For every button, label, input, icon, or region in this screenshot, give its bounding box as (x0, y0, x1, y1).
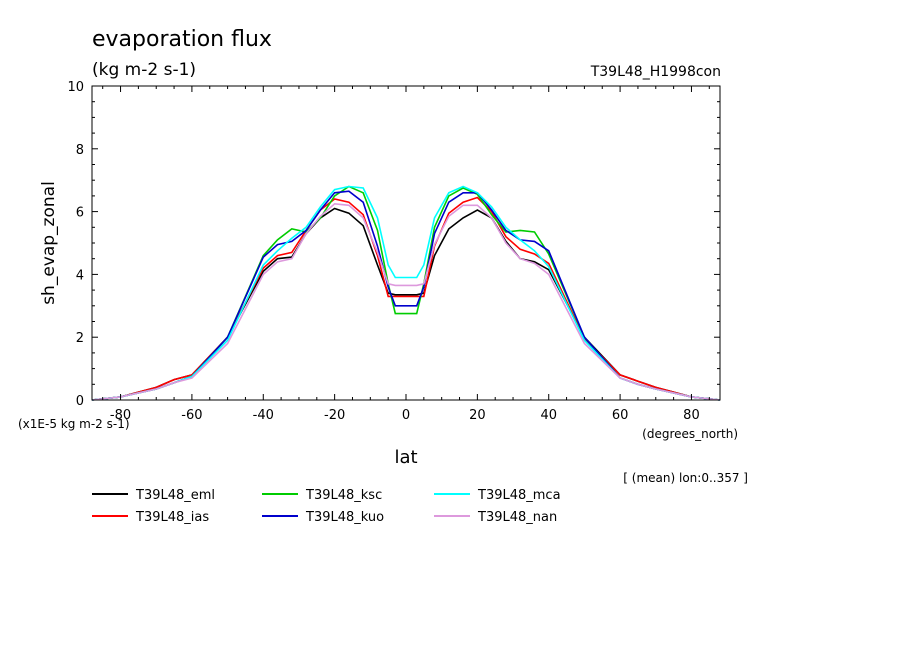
footnote: [ (mean) lon:0..357 ] (623, 471, 748, 485)
plot-area (91, 185, 721, 401)
chart-title: evaporation flux (92, 27, 272, 52)
plot-frame (91, 85, 721, 401)
legend: T39L48_eml T39L48_ias T39L48_ksc T39L48_kuo… (92, 488, 561, 525)
series-line-T39L48_mca (91, 185, 721, 401)
legend-item: T39L48_ksc (262, 488, 382, 503)
x-tick-label: 80 (683, 408, 700, 423)
x-unit-label: (degrees_north) (642, 427, 738, 441)
series-line-T39L48_ias (91, 196, 721, 401)
series-line-T39L48_kuo (91, 190, 721, 401)
y-scale-note: (x1E-5 kg m-2 s-1) (18, 417, 130, 431)
y-tick-label: 0 (76, 394, 84, 409)
x-tick-label: -20 (324, 408, 345, 423)
x-tick-label: 20 (469, 408, 486, 423)
legend-label: T39L48_mca (477, 488, 561, 503)
x-tick-label: 40 (540, 408, 557, 423)
legend-item: T39L48_ias (92, 510, 209, 525)
run-label: T39L48_H1998con (590, 64, 721, 80)
axes: -80 -60 -40 -20 0 20 40 60 80 0 2 4 6 8 10 (67, 80, 721, 423)
x-tick-label: 60 (612, 408, 629, 423)
legend-label: T39L48_eml (135, 488, 215, 503)
legend-label: T39L48_kuo (305, 510, 384, 525)
legend-label: T39L48_nan (477, 510, 557, 525)
y-tick-label: 6 (76, 206, 84, 221)
y-tick-label: 4 (76, 268, 84, 283)
x-tick-label: -60 (181, 408, 202, 423)
y-tick-label: 2 (76, 331, 84, 346)
y-tick-label: 8 (76, 143, 84, 158)
legend-item: T39L48_kuo (262, 510, 384, 525)
x-tick-label: -80 (110, 408, 131, 423)
x-axis-label: lat (394, 447, 417, 468)
series-line-T39L48_eml (91, 207, 721, 401)
x-tick-label: -40 (253, 408, 274, 423)
legend-item: T39L48_eml (92, 488, 215, 503)
series-line-T39L48_nan (91, 202, 721, 401)
y-axis-label: sh_evap_zonal (39, 181, 59, 305)
x-tick-label: 0 (402, 408, 410, 423)
legend-item: T39L48_nan (434, 510, 557, 525)
legend-label: T39L48_ias (135, 510, 209, 525)
legend-item: T39L48_mca (434, 488, 561, 503)
legend-label: T39L48_ksc (305, 488, 382, 503)
y-tick-label: 10 (67, 80, 84, 95)
chart-subtitle: (kg m-2 s-1) (92, 60, 196, 80)
series-line-T39L48_ksc (91, 185, 721, 401)
